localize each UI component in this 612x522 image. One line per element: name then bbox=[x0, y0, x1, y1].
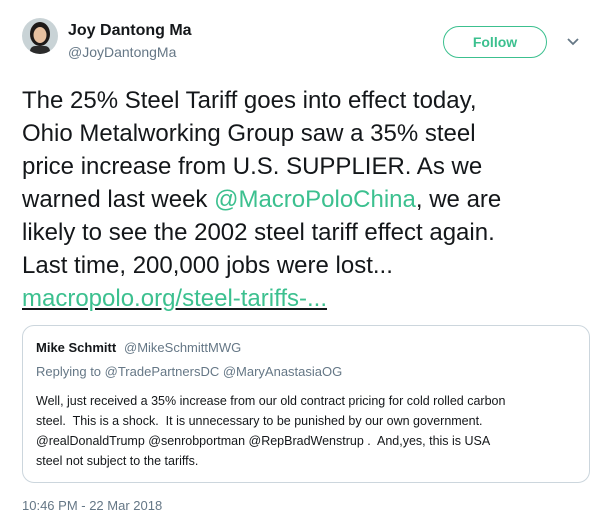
timestamp[interactable]: 10:46 PM - 22 Mar 2018 bbox=[22, 498, 163, 513]
tweet-line: The 25% Steel Tariff goes into effect to… bbox=[22, 84, 477, 117]
tweet-line: Ohio Metalworking Group saw a 35% steel bbox=[22, 117, 476, 150]
tweet-line: Last time, 200,000 jobs were lost... bbox=[22, 249, 393, 282]
text: , we are bbox=[415, 186, 502, 213]
quoted-line: Well, just received a 35% increase from … bbox=[36, 394, 506, 408]
text: Ohio Metalworking Group saw a 35% steel bbox=[22, 120, 476, 147]
replying-to: Replying to @TradePartnersDC @MaryAnasta… bbox=[36, 364, 343, 379]
tweet-line: likely to see the 2002 steel tariff effe… bbox=[22, 216, 495, 249]
text: Last time, 200,000 jobs were lost... bbox=[22, 252, 393, 279]
text: warned last week bbox=[22, 186, 215, 213]
quoted-line: steel. This is a shock. It is unnecessar… bbox=[36, 414, 483, 428]
text: The 25% Steel Tariff goes into effect to… bbox=[22, 87, 477, 114]
tweet-line: macropolo.org/steel-tariffs-... bbox=[22, 282, 327, 315]
quoted-tweet[interactable] bbox=[22, 325, 590, 483]
quoted-name: Mike Schmitt bbox=[36, 340, 117, 355]
mention-link[interactable]: @MacroPoloChina bbox=[214, 186, 416, 213]
follow-button[interactable]: Follow bbox=[443, 26, 547, 58]
avatar[interactable] bbox=[22, 18, 58, 54]
quoted-line: steel not subject to the tariffs. bbox=[36, 454, 199, 468]
menu-chevron[interactable] bbox=[566, 36, 580, 48]
url-link[interactable]: macropolo.org/steel-tariffs-... bbox=[22, 285, 328, 312]
author-handle[interactable]: @JoyDantongMa bbox=[68, 44, 177, 60]
quoted-handle: @MikeSchmittMWG bbox=[124, 340, 242, 355]
text: price increase from U.S. SUPPLIER. As we bbox=[22, 153, 483, 180]
tweet-line: warned last week @MacroPoloChina, we are bbox=[22, 183, 501, 216]
author-name[interactable]: Joy Dantong Ma bbox=[68, 22, 192, 39]
text: likely to see the 2002 steel tariff effe… bbox=[22, 219, 495, 246]
tweet-line: price increase from U.S. SUPPLIER. As we bbox=[22, 150, 482, 183]
quoted-line: @realDonaldTrump @senrobportman @RepBrad… bbox=[36, 434, 491, 448]
